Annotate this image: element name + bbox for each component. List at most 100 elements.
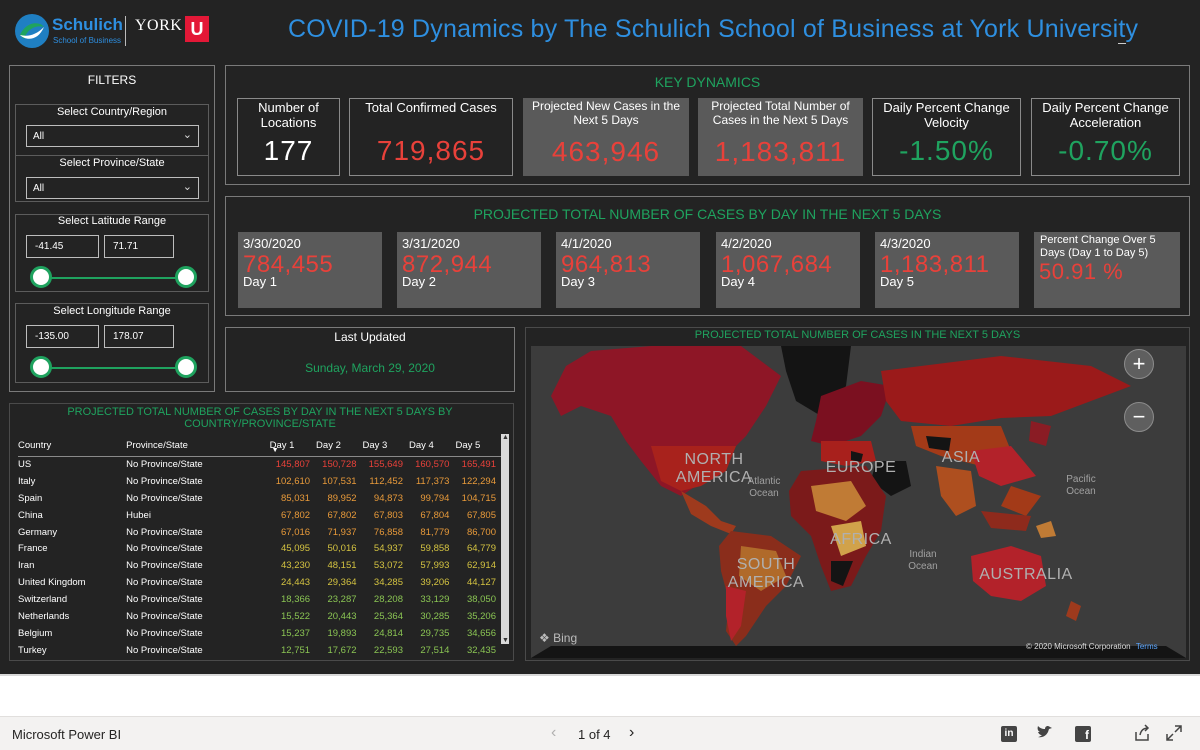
longitude-min-input[interactable]: -135.00 — [26, 325, 99, 348]
province-select[interactable]: All ⌄ — [26, 177, 199, 199]
next-page-icon[interactable]: › — [629, 724, 635, 741]
world-map[interactable]: NORTH AMERICA EUROPE ASIA AFRICA SOUTH A… — [531, 346, 1186, 658]
col-header-day2[interactable]: Day 2 — [316, 435, 363, 457]
province-cell: No Province/State — [126, 577, 203, 589]
table-row[interactable]: Spain No Province/State 85,031 89,952 94,873… — [18, 490, 502, 507]
map-label-atlantic: Atlantic Ocean — [747, 476, 781, 499]
zoom-out-button[interactable]: − — [1124, 402, 1154, 432]
country-cell: Germany — [18, 526, 58, 538]
province-cell: No Province/State — [126, 492, 203, 504]
table-row[interactable]: Netherlands No Province/State 15,522 20,443… — [18, 608, 502, 625]
day3-cell: 67,803 — [373, 509, 403, 521]
logo-york-u: U — [185, 16, 209, 42]
share-icon[interactable] — [1132, 723, 1152, 748]
kpi-total-confirmed-cases: Total Confirmed Cases 719,865 — [349, 98, 513, 176]
day2-cell: 17,672 — [327, 644, 357, 656]
zoom-in-button[interactable]: + — [1124, 349, 1154, 379]
map-terms-link[interactable]: Terms — [1135, 642, 1158, 651]
map-label-australia: AUSTRALIA — [979, 566, 1073, 583]
schulich-york-logo: Schulich School of Business YORK U — [14, 12, 214, 50]
latitude-min-input[interactable]: -41.45 — [26, 235, 99, 258]
day-label: Day 5 — [880, 274, 914, 289]
kpi-value: 463,946 — [551, 136, 661, 167]
col-header-day1[interactable]: Day 1 ▼ — [269, 435, 317, 457]
day1-cell: 67,802 — [280, 509, 311, 521]
longitude-slider-track[interactable] — [40, 367, 186, 369]
table-row[interactable]: US No Province/State 145,807 150,728 155,649… — [18, 456, 502, 473]
table-row[interactable]: Italy No Province/State 102,610 107,531 112,… — [18, 473, 502, 490]
kpi-number-of-locations: Number of Locations 177 — [237, 98, 340, 176]
day3-cell: 22,593 — [373, 644, 403, 656]
powerbi-app-name[interactable]: Microsoft Power BI — [12, 727, 122, 742]
latitude-filter-label: Select Latitude Range — [57, 215, 167, 227]
schulich-swirl-icon — [15, 14, 49, 48]
latitude-slider-track[interactable] — [40, 277, 186, 279]
day-value: 1,067,684 — [721, 251, 833, 278]
day4-cell: 27,514 — [420, 644, 450, 656]
day4-cell: 39,206 — [420, 577, 450, 589]
table-header-row: Country Province/State Day 1 ▼ Day 2 Day … — [18, 435, 502, 457]
table-row[interactable]: Germany No Province/State 67,016 71,937 76,8… — [18, 524, 502, 541]
day-label: Day 2 — [402, 274, 436, 289]
twitter-icon[interactable] — [1036, 724, 1054, 747]
day2-cell: 48,151 — [327, 560, 357, 572]
prev-page-icon[interactable]: ‹ — [551, 724, 557, 741]
sort-desc-icon: ▼ — [271, 446, 279, 454]
country-select[interactable]: All ⌄ — [26, 125, 199, 147]
logo-schulich-text: Schulich — [52, 15, 123, 34]
day4-cell: 29,735 — [420, 627, 450, 639]
day-card: 4/3/2020 1,183,811 Day 5 — [875, 232, 1019, 308]
country-table: Country Province/State Day 1 ▼ Day 2 Day … — [18, 435, 502, 659]
kpi-value: 1,183,811 — [714, 136, 847, 167]
last-updated-panel: Last Updated Sunday, March 29, 2020 — [225, 327, 515, 392]
kpi-projected-new-cases: Projected New Cases in the Next 5 Days 4… — [523, 98, 689, 176]
day3-cell: 112,452 — [369, 475, 403, 487]
day-date: 3/30/2020 — [243, 236, 301, 251]
day5-cell: 67,805 — [466, 509, 496, 521]
latitude-max-input[interactable]: 71.71 — [104, 235, 174, 258]
longitude-max-input[interactable]: 178.07 — [104, 325, 174, 348]
map-label-south-america: SOUTH AMERICA — [727, 556, 805, 591]
table-scrollbar[interactable]: ▲ ▼ — [501, 434, 509, 644]
latitude-max-handle[interactable] — [175, 266, 197, 288]
country-select-value: All — [33, 131, 45, 142]
day5-cell: 44,127 — [466, 577, 496, 589]
col-header-country[interactable]: Country — [18, 435, 127, 457]
day4-cell: 160,570 — [415, 459, 450, 471]
longitude-min-handle[interactable] — [30, 356, 52, 378]
table-row[interactable]: Iran No Province/State 43,230 48,151 53,072 5… — [18, 557, 502, 574]
col-header-province[interactable]: Province/State — [126, 435, 270, 457]
last-updated-value: Sunday, March 29, 2020 — [305, 361, 435, 375]
day-value: 872,944 — [402, 251, 493, 278]
kpi-value: 719,865 — [376, 135, 486, 166]
facebook-icon[interactable]: f — [1075, 726, 1091, 742]
fullscreen-icon[interactable] — [1164, 723, 1184, 748]
latitude-filter-box — [15, 214, 209, 292]
col-header-day3[interactable]: Day 3 — [362, 435, 409, 457]
map-copyright-text: © 2020 Microsoft Corporation — [1026, 642, 1131, 651]
table-row[interactable]: China Hubei 67,802 67,802 67,803 67,804 67,805 — [18, 507, 502, 524]
col-header-day5[interactable]: Day 5 — [455, 435, 502, 457]
day2-cell: 19,893 — [327, 627, 357, 639]
scroll-up-icon[interactable]: ▲ — [502, 434, 509, 441]
latitude-min-handle[interactable] — [30, 266, 52, 288]
country-cell: Netherlands — [18, 610, 70, 622]
country-table-title: PROJECTED TOTAL NUMBER OF CASES BY DAY I… — [67, 406, 453, 430]
table-row[interactable]: France No Province/State 45,095 50,016 54,93… — [18, 540, 502, 557]
bing-label: Bing — [553, 631, 578, 645]
col-header-day4[interactable]: Day 4 — [408, 435, 456, 457]
day3-cell: 28,208 — [373, 594, 403, 606]
table-row[interactable]: Belgium No Province/State 15,237 19,893 24,8… — [18, 625, 502, 642]
linkedin-icon[interactable]: in — [1001, 726, 1017, 742]
table-row[interactable]: Turkey No Province/State 12,751 17,672 22,59… — [18, 642, 502, 659]
table-row[interactable]: United Kingdom No Province/State 24,443 29,… — [18, 574, 502, 591]
logo-divider — [125, 16, 126, 46]
bing-logo: ❖ Bing — [539, 631, 577, 645]
scroll-down-icon[interactable]: ▼ — [502, 637, 509, 644]
kpi-value: 177 — [263, 135, 314, 166]
table-row[interactable]: Switzerland No Province/State 18,366 23,287… — [18, 591, 502, 608]
country-filter-box — [15, 104, 209, 202]
longitude-max-handle[interactable] — [175, 356, 197, 378]
col-header-day1-label: Day 1 — [269, 439, 295, 451]
day2-cell: 29,364 — [327, 577, 357, 589]
